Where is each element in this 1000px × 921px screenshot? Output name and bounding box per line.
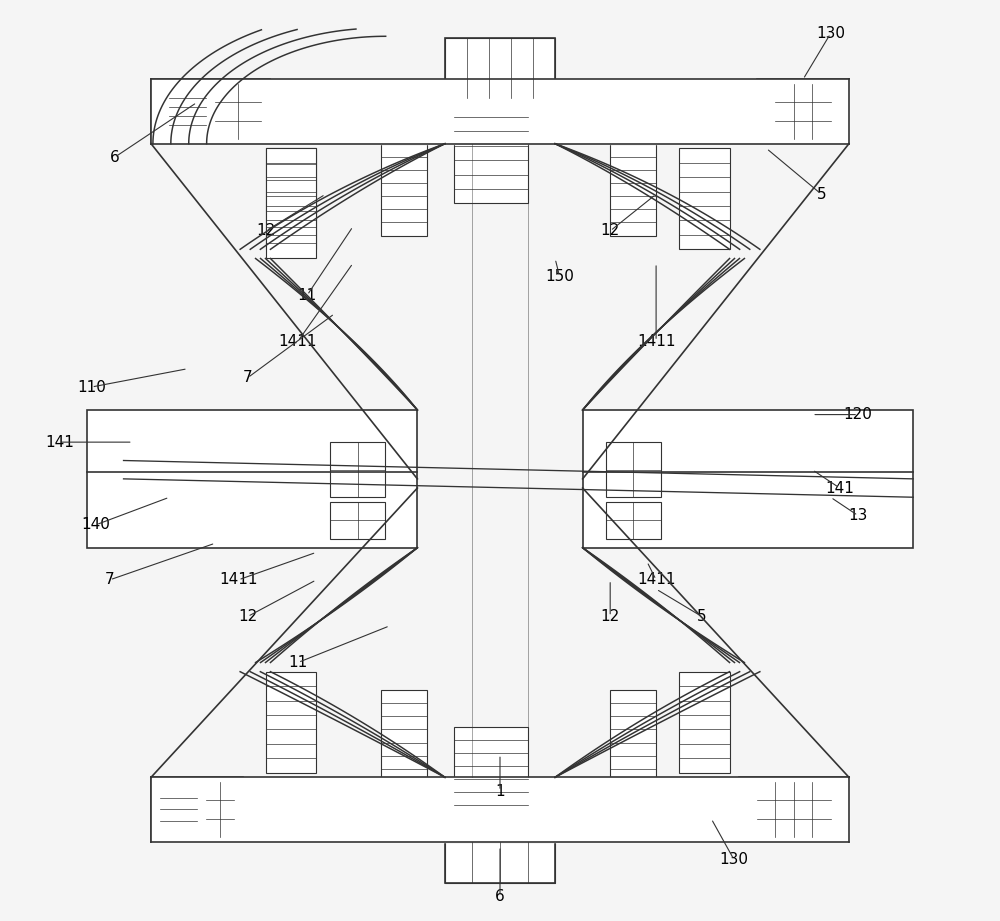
Text: 110: 110 xyxy=(77,379,106,394)
Bar xyxy=(151,777,243,842)
Bar xyxy=(679,148,730,250)
Bar xyxy=(739,777,849,842)
Bar xyxy=(330,442,385,497)
Text: 5: 5 xyxy=(817,187,826,202)
Text: 140: 140 xyxy=(82,518,110,532)
Text: 150: 150 xyxy=(545,269,574,285)
Text: 7: 7 xyxy=(105,572,115,588)
Bar xyxy=(445,38,555,98)
Text: 130: 130 xyxy=(816,26,845,41)
Text: 141: 141 xyxy=(45,435,74,449)
Text: 1411: 1411 xyxy=(637,572,675,588)
Text: 12: 12 xyxy=(238,609,257,624)
Text: 12: 12 xyxy=(601,224,620,239)
Bar xyxy=(610,690,656,782)
Bar xyxy=(215,84,261,139)
Text: 141: 141 xyxy=(825,481,854,495)
Bar xyxy=(87,410,417,548)
Bar xyxy=(610,144,656,236)
Bar xyxy=(330,502,385,539)
Bar xyxy=(445,842,555,883)
Text: 1411: 1411 xyxy=(219,572,258,588)
Bar xyxy=(266,148,316,259)
Text: 7: 7 xyxy=(243,370,252,385)
Bar xyxy=(151,79,270,144)
Text: 13: 13 xyxy=(848,508,868,523)
Text: 11: 11 xyxy=(298,287,317,303)
Bar xyxy=(160,787,197,833)
Bar xyxy=(445,842,555,883)
Text: 11: 11 xyxy=(288,655,308,670)
Bar xyxy=(266,148,316,250)
Text: 5: 5 xyxy=(697,609,707,624)
Bar xyxy=(454,727,528,819)
Bar xyxy=(206,782,234,837)
Bar xyxy=(169,88,206,134)
Polygon shape xyxy=(151,777,849,842)
Text: 120: 120 xyxy=(844,407,873,422)
Bar xyxy=(381,144,427,236)
Bar xyxy=(381,690,427,782)
Bar xyxy=(775,84,831,139)
Bar xyxy=(757,79,849,144)
Text: 6: 6 xyxy=(109,150,119,165)
Polygon shape xyxy=(151,79,849,144)
Bar xyxy=(445,38,555,98)
Bar xyxy=(266,671,316,773)
Text: 1411: 1411 xyxy=(637,333,675,349)
Text: 12: 12 xyxy=(601,609,620,624)
Bar xyxy=(454,102,528,204)
Text: 1: 1 xyxy=(495,784,505,799)
Text: 12: 12 xyxy=(256,224,275,239)
Bar xyxy=(583,410,913,548)
Text: 130: 130 xyxy=(720,853,749,868)
Bar xyxy=(757,782,831,837)
Bar xyxy=(606,502,661,539)
Text: 1411: 1411 xyxy=(279,333,317,349)
Text: 6: 6 xyxy=(495,889,505,904)
Bar xyxy=(679,671,730,773)
Bar xyxy=(606,442,661,497)
